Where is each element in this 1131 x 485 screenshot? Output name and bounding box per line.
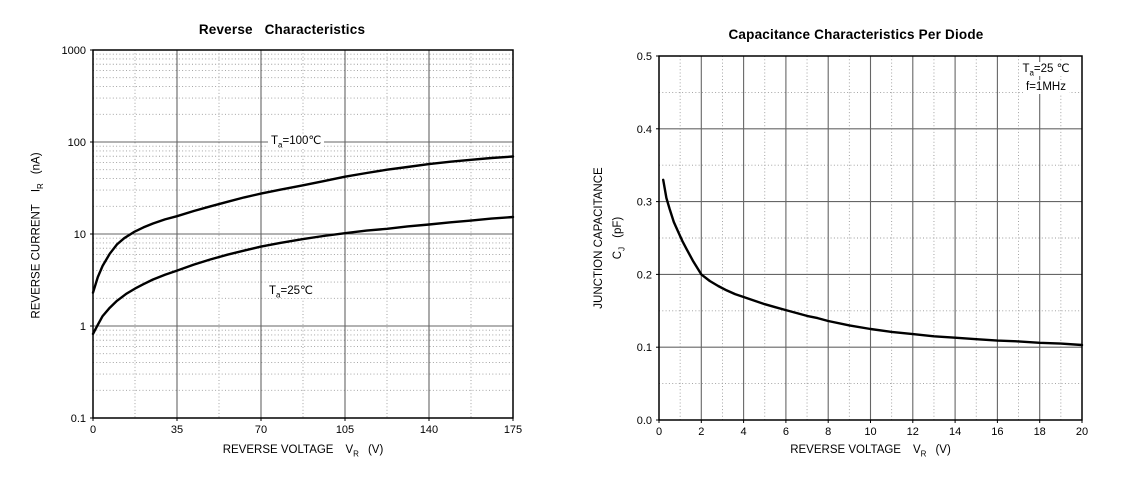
x-axis-label-text: REVERSE VOLTAGE <box>790 444 901 456</box>
tick-labels: 1000 100 10 1 0.1 0 35 70 105 140 175 <box>62 45 523 436</box>
y-axis-label: JUNCTION CAPACITANCE CJ (pF) <box>590 78 628 398</box>
y-axis-label-text: JUNCTION CAPACITANCE <box>593 167 605 309</box>
annotation-conditions: Ta=25 ℃ f=1MHz <box>1014 60 1078 96</box>
chart-title: Reverse Characteristics <box>198 22 366 37</box>
x-axis-label-text: REVERSE VOLTAGE <box>222 444 334 456</box>
annotation-sub: a <box>1029 68 1034 78</box>
x-tick-label: 70 <box>255 424 267 436</box>
y-tick-label: 0.0 <box>637 415 652 427</box>
x-tick-label: 2 <box>698 426 704 438</box>
x-tick-label: 12 <box>907 426 919 438</box>
y-tick-label: 1000 <box>62 45 86 57</box>
y-tick-label: 1 <box>80 321 86 333</box>
y-axis-label-text: REVERSE CURRENT <box>30 204 43 319</box>
y-axis-symbol: I <box>30 188 43 193</box>
x-tick-label: 6 <box>783 426 789 438</box>
x-axis-unit: (V) <box>935 444 951 456</box>
tick-marks <box>656 55 1083 423</box>
x-tick-label: 20 <box>1076 426 1088 438</box>
series-curve-ta-25c <box>91 215 515 336</box>
y-axis-unit: (nA) <box>30 152 43 175</box>
x-tick-label: 140 <box>420 424 438 436</box>
x-axis-symbol: V <box>345 444 354 456</box>
major-gridlines <box>659 56 1082 420</box>
annotation-text: =25 ℃ <box>1033 63 1070 75</box>
x-tick-label: 0 <box>656 426 662 438</box>
annotation-symbol: T <box>1022 63 1030 75</box>
x-axis-symbol: V <box>912 444 921 456</box>
y-tick-label: 0.1 <box>71 413 86 425</box>
x-tick-label: 18 <box>1034 426 1046 438</box>
x-axis-symbol-sub: R <box>353 449 359 459</box>
x-tick-label: 14 <box>949 426 961 438</box>
x-tick-label: 16 <box>991 426 1003 438</box>
annotation-text: =100℃ <box>282 135 322 147</box>
annotation-symbol: T <box>269 285 277 297</box>
x-tick-label: 4 <box>741 426 747 438</box>
x-axis-symbol-sub: R <box>920 449 927 459</box>
annotation-sub: a <box>278 140 283 150</box>
series-curve-ta-100c <box>91 155 515 294</box>
y-tick-label: 100 <box>68 137 86 149</box>
annotation-symbol: T <box>271 135 279 147</box>
tick-labels: 0.5 0.4 0.3 0.2 0.1 0.0 0 2 4 6 8 10 12 14 16 18 20 <box>637 51 1088 438</box>
x-tick-label: 175 <box>504 424 522 436</box>
y-tick-label: 0.4 <box>637 124 652 136</box>
x-axis-unit: (V) <box>367 444 384 456</box>
x-tick-label: 105 <box>336 424 354 436</box>
tick-marks <box>90 49 514 421</box>
annotation-sub: a <box>276 290 281 300</box>
annotation-ta-100c: Ta=100℃ <box>268 133 325 150</box>
y-axis-symbol: C <box>612 250 624 260</box>
x-tick-label: 10 <box>864 426 876 438</box>
x-tick-label: 35 <box>171 424 183 436</box>
capacitance-chart-canvas: 0.5 0.4 0.3 0.2 0.1 0.0 0 2 4 6 8 10 12 14 16 18 20 <box>637 51 1088 438</box>
y-tick-label: 0.3 <box>637 197 652 209</box>
annotation-frequency: f=1MHz <box>1026 81 1066 93</box>
reverse-characteristics-chart: 1000 100 10 1 0.1 0 35 70 105 140 175 Reverse Char… <box>0 0 565 485</box>
chart-title: Capacitance Characteristics Per Diode <box>728 27 984 42</box>
x-tick-label: 8 <box>825 426 831 438</box>
x-axis-label: REVERSE VOLTAGE VR (V) <box>93 444 513 459</box>
y-axis-label: REVERSE CURRENT IR (nA) <box>28 76 47 396</box>
x-axis-label: REVERSE VOLTAGE VR (V) <box>659 444 1082 459</box>
y-axis-unit: (pF) <box>612 216 624 238</box>
y-tick-label: 0.5 <box>637 51 652 63</box>
annotation-text: =25℃ <box>280 285 313 297</box>
y-axis-symbol-sub: R <box>35 183 45 189</box>
x-tick-label: 0 <box>90 424 96 436</box>
y-tick-label: 0.1 <box>637 342 652 354</box>
y-tick-label: 0.2 <box>637 269 652 281</box>
annotation-ta-25c: Ta=25℃ <box>266 283 316 300</box>
series-curve-cj <box>662 178 1084 347</box>
reverse-chart-canvas: 1000 100 10 1 0.1 0 35 70 105 140 175 <box>62 45 523 436</box>
y-axis-symbol-sub: J <box>617 246 627 251</box>
y-tick-label: 10 <box>74 229 86 241</box>
capacitance-characteristics-chart: 0.5 0.4 0.3 0.2 0.1 0.0 0 2 4 6 8 10 12 14 16 18 20 Capa… <box>566 0 1131 485</box>
